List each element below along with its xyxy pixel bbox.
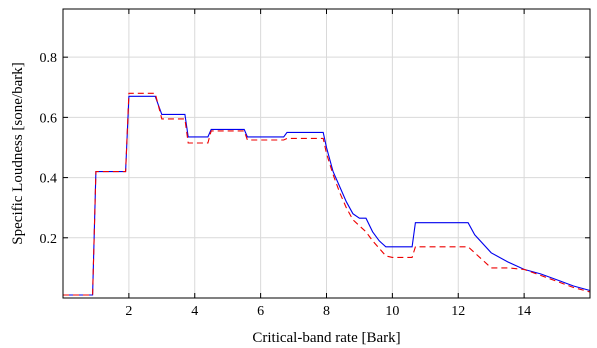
x-tick-label: 10 <box>385 304 399 319</box>
x-tick-label: 6 <box>257 304 264 319</box>
x-tick-label: 12 <box>451 304 465 319</box>
x-tick-label: 4 <box>191 304 198 319</box>
series-layer <box>63 92 591 296</box>
tick-labels: 2 4 6 8 10 12 14 0.2 0.4 0.6 0.8 <box>40 51 532 319</box>
x-tick-label: 8 <box>323 304 330 319</box>
x-tick-label: 2 <box>125 304 132 319</box>
y-axis-label: Specific Loudness [sone/bark] <box>10 62 26 244</box>
x-axis-label: Critical-band rate [Bark] <box>252 330 400 346</box>
x-tick-label: 14 <box>517 304 531 319</box>
y-tick-label: 0.2 <box>40 232 58 247</box>
series-line-blue-solid <box>63 95 591 296</box>
y-tick-label: 0.4 <box>40 172 58 187</box>
series-line-red-dashed <box>63 92 591 296</box>
y-tick-label: 0.6 <box>40 111 58 126</box>
grid <box>63 9 590 298</box>
y-tick-label: 0.8 <box>40 51 58 66</box>
ticks <box>63 9 590 298</box>
